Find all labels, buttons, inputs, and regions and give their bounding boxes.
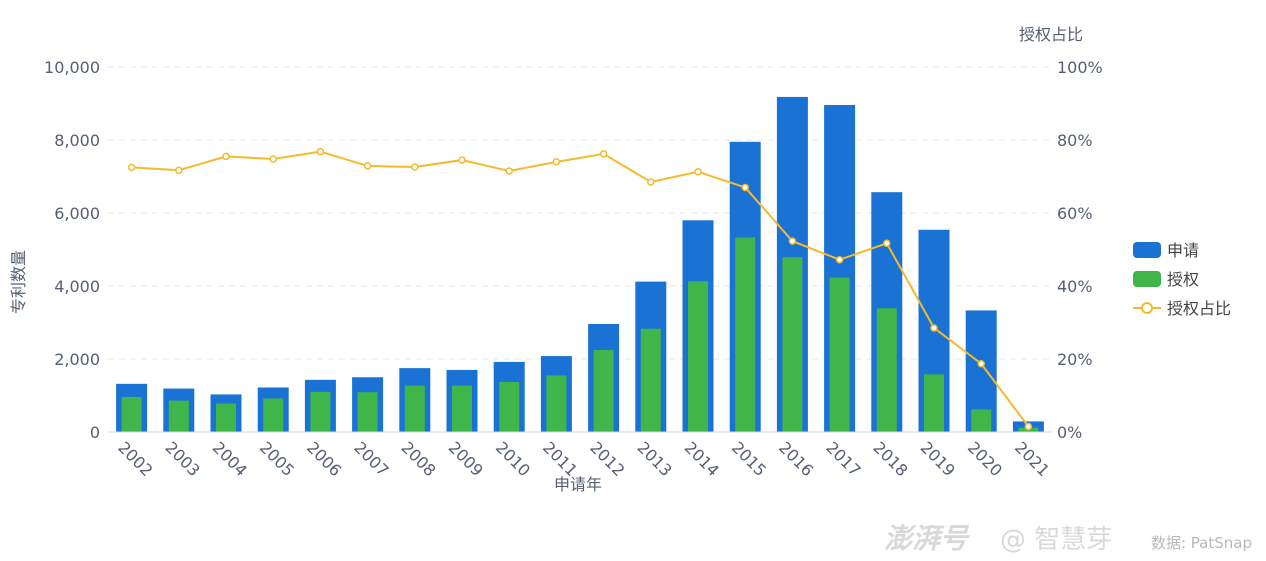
x-tick-label: 2015: [728, 438, 770, 480]
point-ratio[interactable]: [1024, 422, 1033, 431]
bar-grant[interactable]: [924, 374, 944, 432]
bar-grant[interactable]: [263, 398, 284, 432]
bar-grant[interactable]: [593, 349, 614, 432]
y-tick-label: 0: [90, 423, 100, 442]
bar-grant[interactable]: [216, 403, 236, 432]
legend-swatch-grant: [1133, 271, 1161, 287]
bar-grant[interactable]: [782, 257, 803, 432]
x-tick-label: 2017: [822, 438, 864, 480]
x-tick-label: 2019: [917, 438, 959, 480]
point-ratio[interactable]: [411, 163, 419, 171]
point-ratio[interactable]: [552, 158, 561, 166]
x-tick-label: 2018: [869, 438, 911, 480]
point-ratio[interactable]: [835, 255, 844, 264]
x-tick-label: 2002: [114, 438, 156, 480]
bar-grant[interactable]: [404, 385, 425, 432]
legend-item-grant[interactable]: 授权: [1133, 270, 1199, 289]
x-axis-ticks: 2002 2003 2004 2005 2006 2007 2008 2009 2010 2011…: [114, 438, 1053, 480]
y2-tick-label: 40%: [1057, 277, 1093, 296]
bar-grant[interactable]: [357, 392, 378, 432]
y-tick-label: 8,000: [54, 131, 100, 150]
point-ratio[interactable]: [127, 163, 136, 172]
x-tick-label: 2003: [161, 438, 203, 480]
point-ratio[interactable]: [458, 156, 466, 164]
legend-swatch-apply: [1133, 242, 1161, 258]
x-tick-label: 2008: [397, 438, 439, 480]
y2-axis-title: 授权占比: [1019, 25, 1083, 44]
legend-marker-ratio: [1141, 302, 1153, 314]
y2-tick-label: 20%: [1057, 350, 1093, 369]
y-tick-label: 6,000: [54, 204, 100, 223]
y-tick-label: 2,000: [54, 350, 100, 369]
gridlines: [108, 66, 1052, 360]
point-ratio[interactable]: [269, 155, 277, 163]
watermark-brand: 澎湃号: [884, 522, 970, 555]
y2-tick-label: 0%: [1057, 423, 1082, 442]
legend-item-apply[interactable]: 申请: [1133, 241, 1199, 260]
line-series: [127, 147, 1033, 431]
x-tick-label: 2007: [350, 438, 392, 480]
point-ratio[interactable]: [741, 183, 749, 192]
legend-label-grant: 授权: [1167, 270, 1199, 289]
watermark-source: 数据: PatSnap: [1151, 534, 1252, 552]
bar-grant[interactable]: [829, 277, 850, 432]
point-ratio[interactable]: [977, 359, 985, 368]
x-tick-label: 2021: [1011, 438, 1053, 480]
x-tick-label: 2011: [539, 438, 581, 480]
x-tick-label: 2013: [633, 438, 675, 480]
bar-grant[interactable]: [452, 385, 472, 432]
point-ratio[interactable]: [647, 178, 655, 186]
legend[interactable]: 申请 授权 授权占比: [1133, 241, 1231, 318]
bar-grant[interactable]: [971, 409, 992, 432]
y2-tick-label: 100%: [1057, 58, 1103, 77]
point-ratio[interactable]: [694, 168, 702, 176]
x-tick-label: 2016: [775, 438, 817, 480]
y-axis-title: 专利数量: [9, 250, 28, 314]
x-tick-label: 2012: [586, 438, 628, 480]
bar-grant[interactable]: [499, 381, 520, 432]
bar-grant[interactable]: [640, 328, 661, 432]
x-tick-label: 2020: [964, 438, 1006, 480]
point-ratio[interactable]: [175, 166, 183, 175]
x-tick-label: 2004: [209, 438, 251, 480]
point-ratio[interactable]: [930, 324, 938, 332]
legend-label-apply: 申请: [1167, 241, 1199, 260]
x-tick-label: 2009: [445, 438, 487, 480]
x-tick-label: 2010: [492, 438, 534, 480]
y-tick-label: 4,000: [54, 277, 100, 296]
watermark-account: @ 智慧芽: [1000, 525, 1112, 555]
x-tick-label: 2006: [303, 438, 345, 480]
bar-grant[interactable]: [168, 400, 189, 432]
watermark: 澎湃号 @ 智慧芽 数据: PatSnap: [884, 522, 1252, 555]
y2-tick-label: 60%: [1057, 204, 1093, 223]
x-tick-label: 2014: [681, 438, 723, 480]
bar-grant[interactable]: [546, 375, 567, 432]
point-ratio[interactable]: [599, 150, 608, 158]
y-tick-label: 10,000: [44, 58, 100, 77]
x-axis-title: 申请年: [554, 475, 602, 494]
point-ratio[interactable]: [363, 162, 372, 170]
point-ratio[interactable]: [788, 237, 797, 245]
bar-grant[interactable]: [688, 281, 708, 432]
bar-grant[interactable]: [121, 396, 142, 432]
point-ratio[interactable]: [316, 147, 325, 156]
legend-item-ratio[interactable]: 授权占比: [1133, 299, 1231, 318]
line-ratio: [131, 150, 1030, 428]
bar-grant[interactable]: [310, 391, 331, 432]
y2-tick-label: 80%: [1057, 131, 1093, 150]
point-ratio[interactable]: [883, 239, 891, 248]
bar-grant[interactable]: [876, 308, 897, 432]
bar-grant[interactable]: [735, 237, 756, 432]
y-axis-ticks: 0 2,000 4,000 6,000 8,000 10,000: [44, 58, 100, 442]
point-ratio[interactable]: [505, 167, 513, 175]
y2-axis-ticks: 0% 20% 40% 60% 80% 100%: [1057, 58, 1103, 442]
point-ratio[interactable]: [222, 152, 230, 161]
bar-series: [116, 96, 1044, 433]
x-tick-label: 2005: [256, 438, 298, 480]
legend-label-ratio: 授权占比: [1167, 299, 1231, 318]
